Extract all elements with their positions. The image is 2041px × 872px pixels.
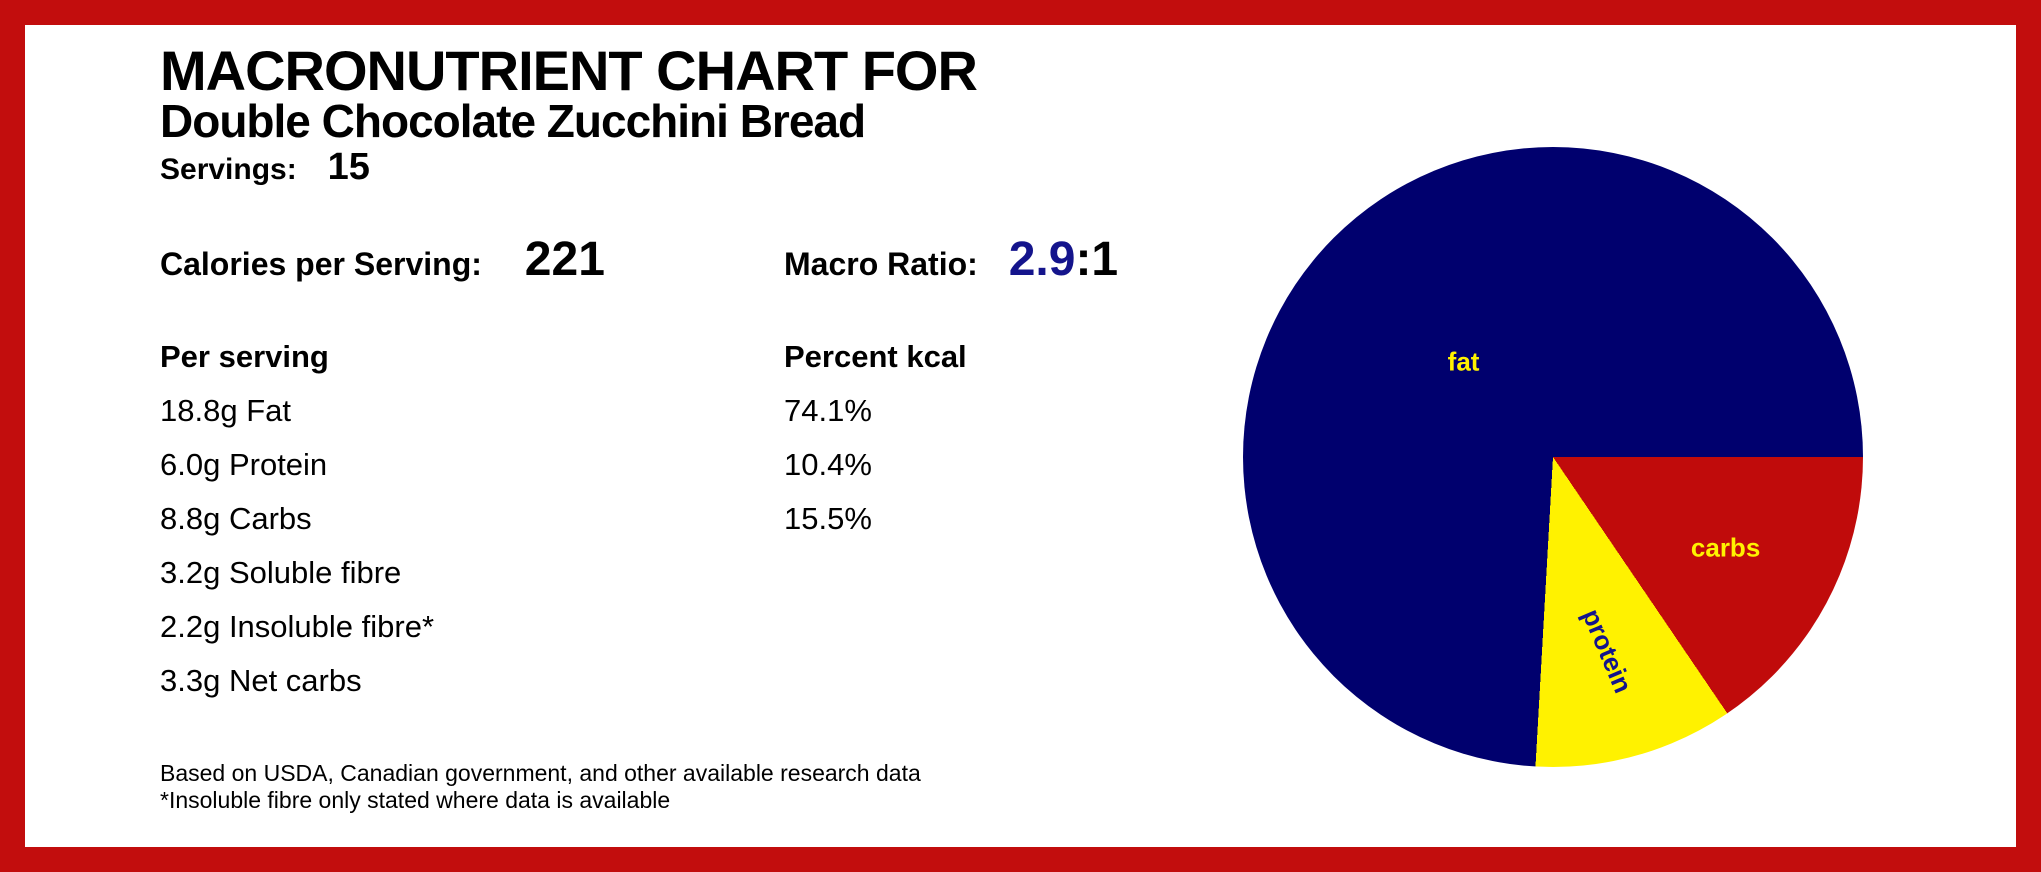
- per-serving-row: 6.0g Protein: [160, 447, 328, 482]
- footnote-line-2: *Insoluble fibre only stated where data …: [160, 787, 671, 813]
- calories-label: Calories per Serving:: [160, 246, 482, 282]
- page-title: MACRONUTRIENT CHART FOR: [160, 39, 978, 102]
- footnote-line-1: Based on USDA, Canadian government, and …: [160, 760, 921, 786]
- servings-value: 15: [327, 146, 370, 188]
- per-serving-row: 8.8g Carbs: [160, 501, 312, 536]
- per-serving-row: 3.3g Net carbs: [160, 663, 362, 698]
- percent-kcal-row: 74.1%: [784, 393, 872, 428]
- stats-row: Calories per Serving: 221 Macro Ratio: 2…: [160, 232, 1300, 296]
- pie-chart: fat protein carbs: [1243, 147, 1863, 767]
- percent-kcal-row: 10.4%: [784, 447, 872, 482]
- macro-ratio-line: Macro Ratio: 2.9:1: [784, 232, 1118, 287]
- footnote: Based on USDA, Canadian government, and …: [160, 760, 921, 814]
- pie-slice-label-protein: protein: [1576, 604, 1639, 698]
- calories-line: Calories per Serving: 221: [160, 232, 605, 287]
- per-serving-column: Per serving 18.8g Fat 6.0g Protein 8.8g …: [160, 330, 434, 708]
- macro-ratio-suffix: :1: [1075, 233, 1119, 286]
- pie-slice-label-fat: fat: [1447, 346, 1480, 377]
- macro-ratio-value: 2.9: [1008, 233, 1076, 286]
- percent-kcal-header: Percent kcal: [784, 339, 967, 374]
- servings-line: Servings: 15: [160, 146, 370, 189]
- per-serving-row: 18.8g Fat: [160, 393, 291, 428]
- percent-kcal-column: Percent kcal 74.1% 10.4% 15.5%: [784, 330, 967, 546]
- macro-ratio-label: Macro Ratio:: [784, 246, 978, 282]
- per-serving-row: 3.2g Soluble fibre: [160, 555, 402, 590]
- per-serving-header: Per serving: [160, 339, 329, 374]
- calories-value: 221: [524, 233, 605, 286]
- pie-slice-label-carbs: carbs: [1690, 532, 1761, 563]
- per-serving-row: 2.2g Insoluble fibre*: [160, 609, 435, 644]
- servings-label: Servings:: [160, 153, 297, 186]
- recipe-name: Double Chocolate Zucchini Bread: [160, 95, 866, 147]
- percent-kcal-row: 15.5%: [784, 501, 872, 536]
